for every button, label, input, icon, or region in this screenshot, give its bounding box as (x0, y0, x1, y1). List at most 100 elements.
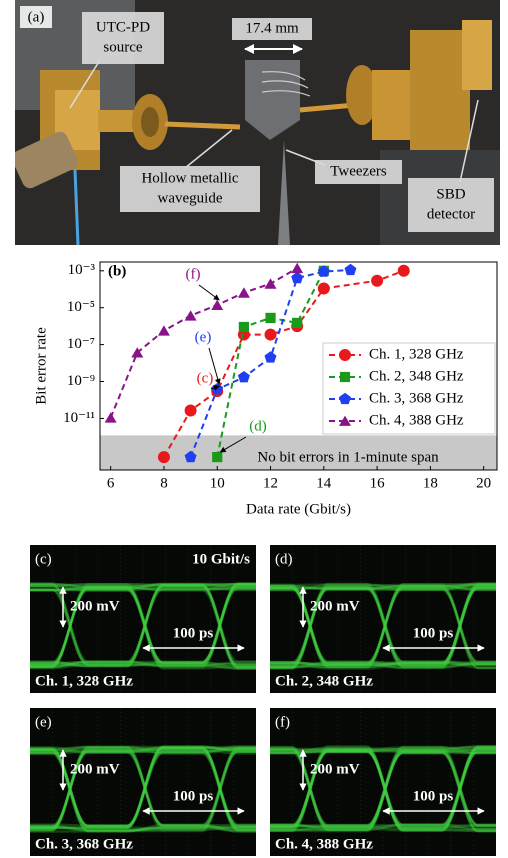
panel-label: (b) (108, 263, 126, 279)
eye-trace (270, 584, 496, 665)
eye-trace (270, 585, 496, 666)
legend-box (322, 342, 496, 435)
eye-trace (30, 582, 256, 668)
eye-trace (270, 582, 496, 667)
panel-label: (f) (275, 714, 290, 730)
eye-trace (30, 587, 256, 669)
eye-trace (270, 585, 496, 666)
eye-trace (30, 582, 256, 664)
eye-traces (270, 545, 496, 693)
eye-trace (270, 661, 496, 669)
x-tick-label: 16 (370, 475, 386, 491)
eye-trace (30, 583, 256, 668)
eye-trace (30, 583, 256, 669)
data-point (264, 351, 277, 363)
legend-label: Ch. 3, 368 GHz (369, 390, 464, 406)
eye-trace (30, 582, 256, 665)
eye-trace (270, 582, 496, 670)
eye-trace (30, 661, 256, 669)
eye-trace (30, 746, 256, 828)
eye-trace (270, 750, 496, 826)
eye-trace (30, 582, 256, 669)
eye-trace (30, 746, 256, 832)
eye-trace (30, 745, 256, 829)
eye-trace (270, 585, 496, 667)
data-point (292, 317, 303, 329)
photo-label: 17.4 mm (245, 20, 299, 36)
eye-trace (270, 824, 496, 827)
eye-trace (270, 750, 496, 828)
channel-label: Ch. 2, 348 GHz (275, 673, 373, 689)
data-point (265, 312, 276, 324)
x-tick-label: 6 (107, 475, 115, 491)
eye-trace (270, 750, 496, 829)
eye-trace (30, 586, 256, 668)
label-box (408, 178, 494, 232)
annotation-arrow (198, 284, 220, 301)
label-box (315, 160, 402, 184)
eye-trace (30, 747, 256, 832)
eye-trace (270, 584, 496, 668)
eye-trace (270, 661, 496, 667)
data-point (397, 264, 410, 277)
eye-trace (270, 746, 496, 754)
eye-trace (30, 748, 256, 827)
eye-trace (30, 824, 256, 832)
eye-trace (30, 746, 256, 755)
eye-trace (30, 747, 256, 833)
eye-trace (270, 587, 496, 670)
legend-marker (339, 371, 351, 383)
label-box (232, 18, 312, 40)
eye-trace (270, 586, 496, 667)
eye-trace (270, 585, 496, 670)
photo-label: Hollow metallic (141, 170, 238, 186)
eye-trace (30, 583, 256, 666)
x-tick-label: 10 (210, 475, 225, 491)
data-point (157, 451, 170, 464)
eye-trace (270, 661, 496, 667)
panel-label: (c) (35, 551, 52, 567)
data-point (344, 263, 357, 276)
eye-trace (270, 748, 496, 829)
eye-trace (270, 749, 496, 833)
eye-trace (30, 583, 256, 669)
annotation-arrow (210, 385, 220, 391)
plot-frame (99, 261, 498, 471)
eye-trace (30, 583, 256, 665)
eye-trace (30, 585, 256, 670)
data-point (371, 274, 384, 287)
eye-trace (270, 748, 496, 831)
eye-trace (270, 750, 496, 831)
panel-label: (d) (275, 551, 293, 567)
time-scale: 100 ps (413, 625, 454, 641)
y-tick-label: 10⁻⁷ (67, 336, 95, 352)
eye-trace (30, 746, 256, 832)
photo-label: detector (427, 206, 475, 222)
photo-label: UTC-PD (96, 19, 150, 35)
data-point (291, 271, 304, 284)
voltage-scale: 200 mV (70, 598, 120, 614)
label-pointer (459, 99, 479, 183)
label-box (82, 12, 164, 64)
series-line (216, 270, 325, 458)
eye-trace (30, 746, 256, 832)
eye-trace (270, 583, 496, 592)
annotation-arrow (208, 347, 221, 385)
eye-trace (270, 585, 496, 669)
y-tick-label: 10⁻⁹ (67, 373, 95, 389)
time-scale: 100 ps (413, 788, 454, 804)
y-tick-label: 10⁻⁵ (67, 299, 95, 315)
photo-labels: (a) UTC-PD source 17.4 mm Hollow metallic wav… (20, 6, 494, 232)
y-tick-label: 10⁻¹¹ (63, 410, 95, 426)
eye-trace (30, 582, 256, 667)
eye-trace (270, 749, 496, 830)
eye-trace (270, 582, 496, 670)
legend-marker (339, 392, 351, 405)
eye-trace (30, 749, 256, 833)
legend-marker (339, 349, 351, 361)
eye-trace (270, 745, 496, 832)
eye-traces (30, 545, 256, 693)
eye-trace (270, 583, 496, 591)
eye-trace (270, 745, 496, 832)
